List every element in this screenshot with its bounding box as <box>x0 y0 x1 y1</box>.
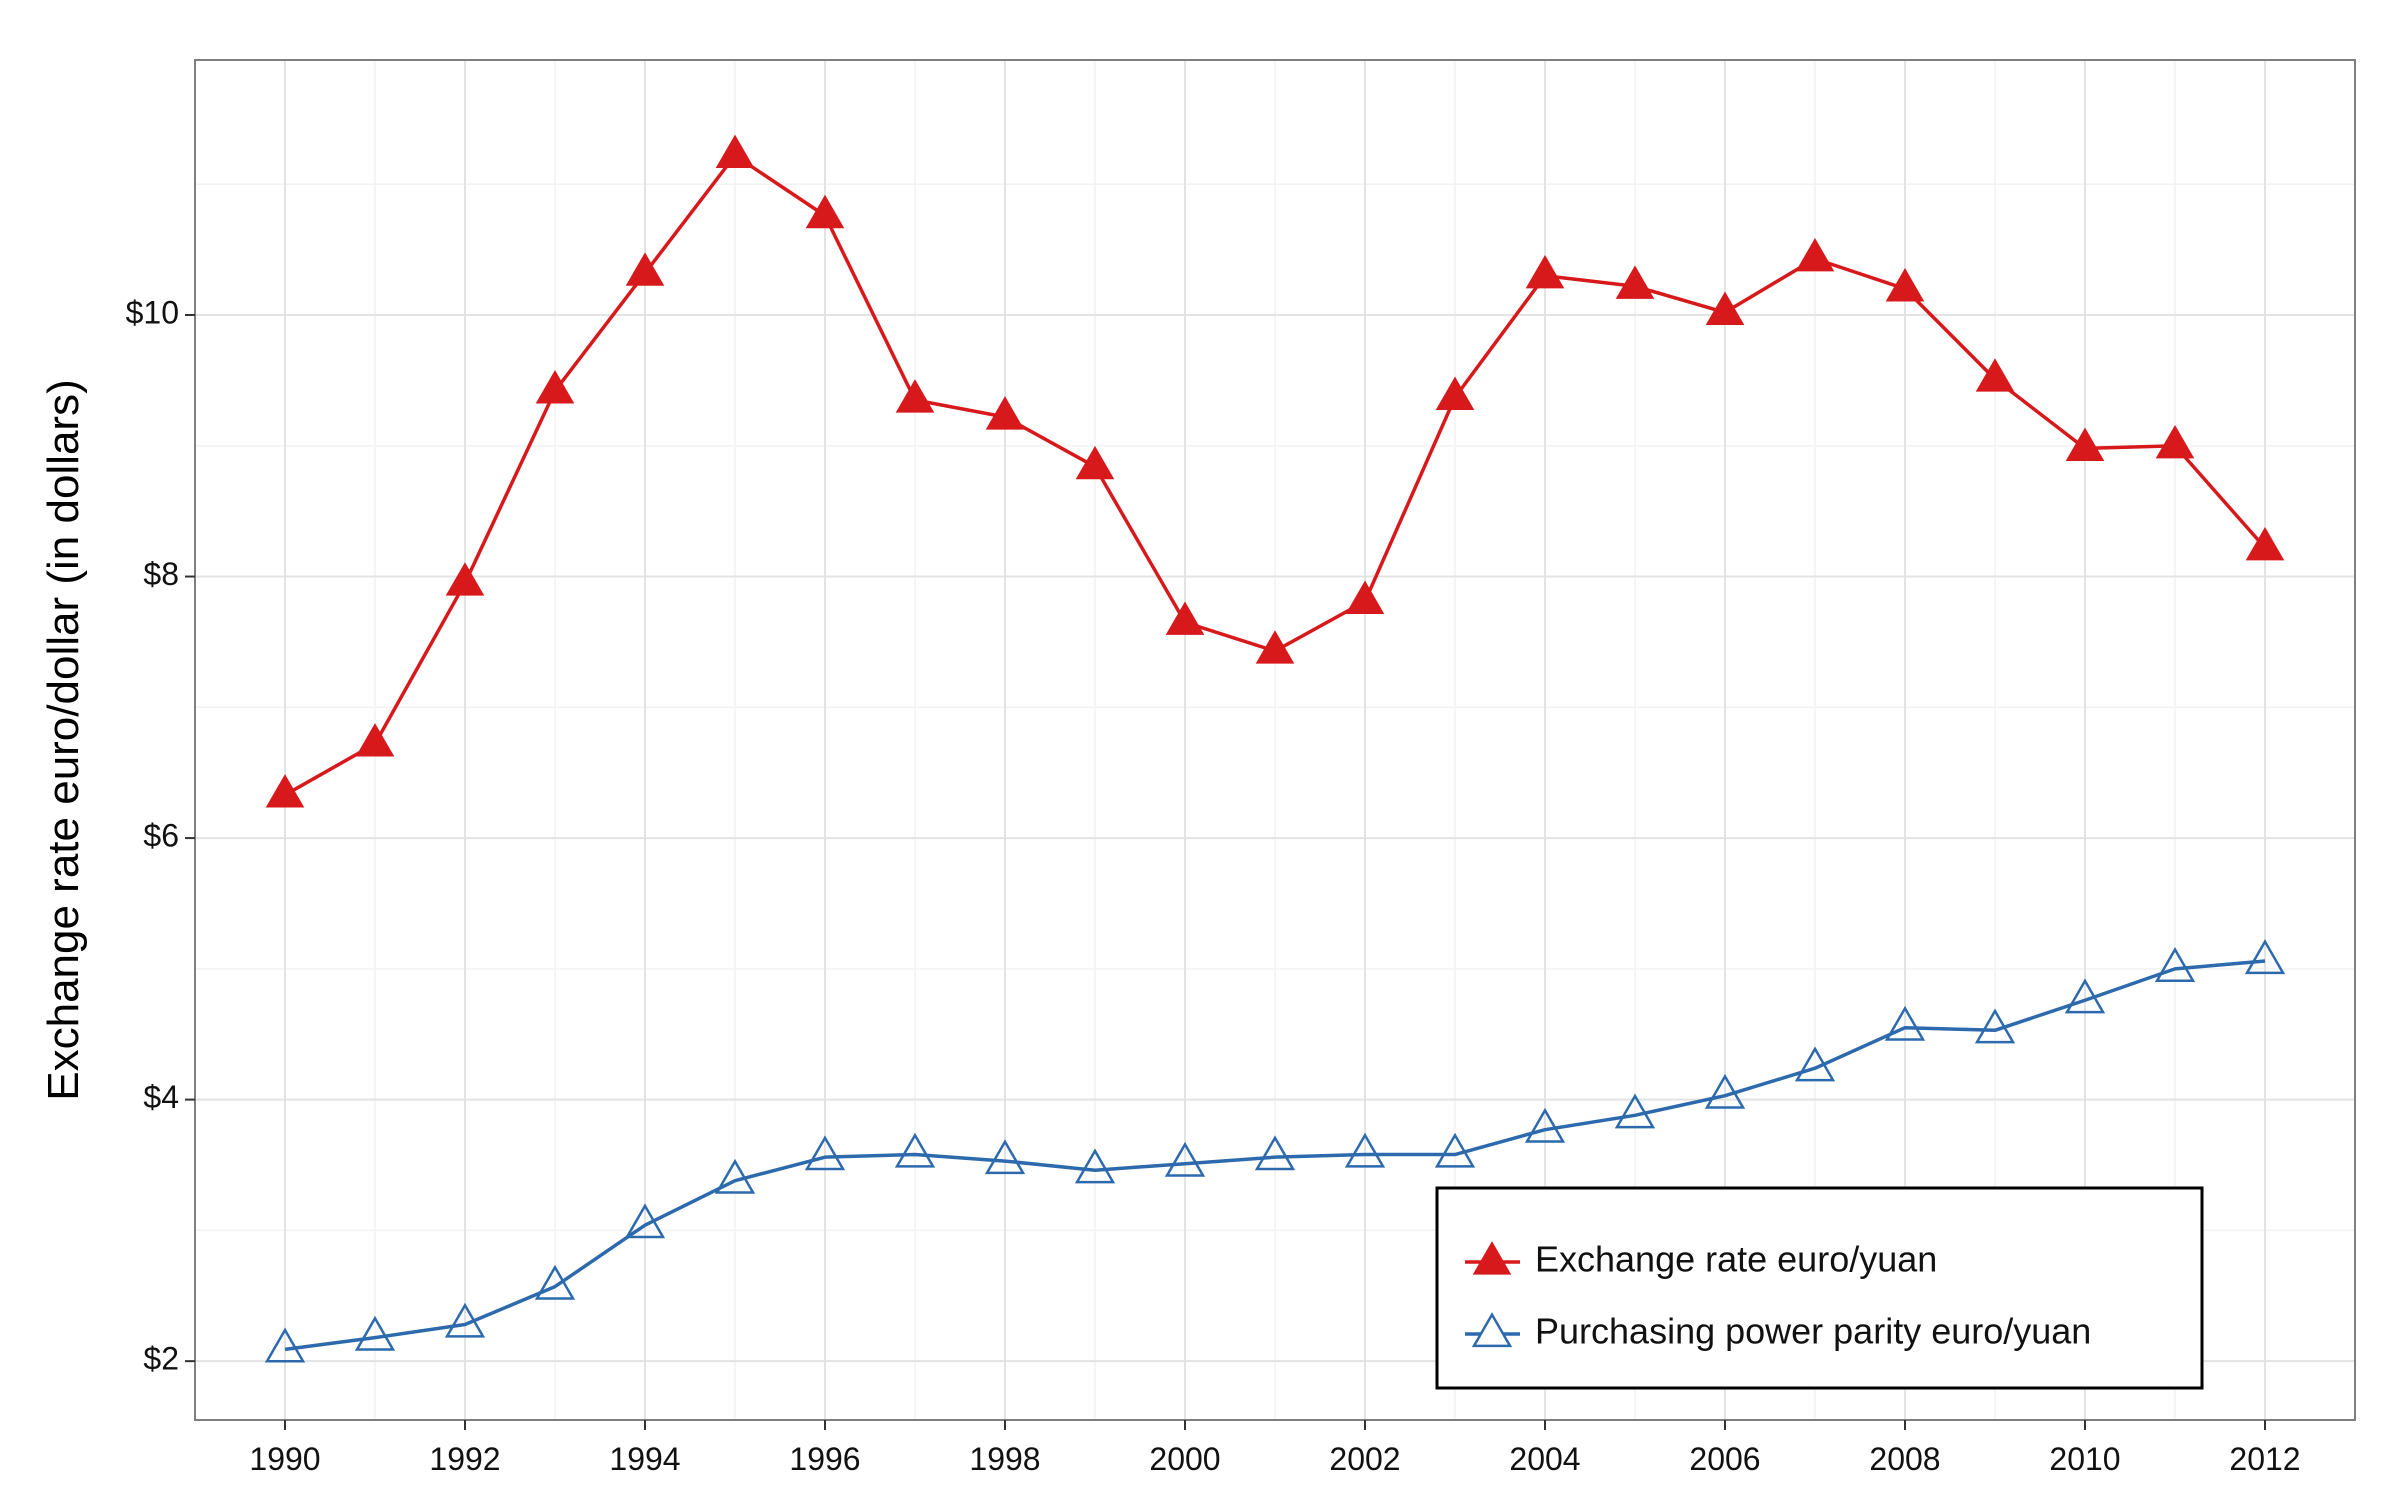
x-tick-label: 2004 <box>1509 1441 1580 1477</box>
data-point <box>1704 1073 1746 1109</box>
data-point <box>1614 1093 1656 1129</box>
data-point <box>1255 630 1295 664</box>
data-point <box>1885 268 1925 302</box>
data-point <box>264 1327 306 1363</box>
legend-label-exchange-rate: Exchange rate euro/yuan <box>1535 1239 1937 1280</box>
x-tick-label: 1998 <box>969 1441 1040 1477</box>
data-point <box>1884 1005 1926 1041</box>
data-point <box>1165 601 1205 635</box>
data-point <box>1525 254 1565 289</box>
data-point <box>1524 1107 1566 1143</box>
plot-border <box>194 59 2356 1421</box>
data-point <box>625 252 665 286</box>
grid <box>195 60 2355 1420</box>
data-point <box>354 1315 396 1351</box>
x-tick-label: 1990 <box>249 1441 320 1477</box>
data-point <box>894 1132 936 1168</box>
data-point <box>265 774 305 808</box>
data-point <box>444 1302 486 1338</box>
data-point <box>624 1203 666 1239</box>
data-point <box>1615 265 1655 299</box>
legend-label-ppp: Purchasing power parity euro/yuan <box>1535 1311 2091 1352</box>
legend: Exchange rate euro/yuan Purchasing power… <box>1435 1186 2204 1390</box>
data-point <box>2065 427 2105 461</box>
x-tick-label: 2008 <box>1869 1441 1940 1477</box>
series-layer <box>264 134 2286 1363</box>
x-tick-label: 2010 <box>2049 1441 2120 1477</box>
data-point <box>805 194 845 229</box>
data-point <box>1164 1141 1206 1177</box>
axes: $2 $4 $6 $8 $10 1990 1992 1994 1996 1998 2000 2002 2… <box>126 294 2301 1477</box>
data-point <box>1344 1132 1386 1168</box>
y-tick-label: $4 <box>143 1079 179 1115</box>
data-point <box>2245 526 2285 561</box>
data-point <box>534 1264 576 1300</box>
data-point <box>2155 424 2195 459</box>
data-point <box>1974 1008 2016 1044</box>
x-tick-label: 2002 <box>1329 1441 1400 1477</box>
data-point <box>355 723 395 757</box>
data-point <box>1705 291 1745 325</box>
data-point <box>1434 1132 1476 1168</box>
y-tick-label: $8 <box>143 556 179 592</box>
data-point <box>1435 376 1475 410</box>
data-point <box>1795 237 1835 272</box>
x-tick-label: 2012 <box>2229 1441 2300 1477</box>
y-tick-label: $2 <box>143 1341 179 1377</box>
legend-key-marker <box>1472 1241 1512 1275</box>
x-tick-label: 2000 <box>1149 1441 1220 1477</box>
data-point <box>804 1135 846 1171</box>
data-point <box>714 1158 756 1194</box>
series-line <box>284 959 2266 1352</box>
x-tick-label: 2006 <box>1689 1441 1760 1477</box>
x-tick-label: 1992 <box>429 1441 500 1477</box>
y-axis-title: Exchange rate euro/dollar (in dollars) <box>39 379 88 1101</box>
x-tick-label: 1996 <box>789 1441 860 1477</box>
series-1 <box>264 939 2286 1363</box>
y-tick-label: $10 <box>126 294 179 330</box>
data-point <box>984 1139 1026 1175</box>
data-point <box>1075 445 1115 480</box>
legend-key-marker <box>1471 1312 1513 1348</box>
data-point <box>445 562 485 596</box>
legend-box <box>1435 1186 2204 1390</box>
data-point <box>1254 1135 1296 1171</box>
x-tick-label: 1994 <box>609 1441 680 1477</box>
data-point <box>895 379 935 413</box>
data-point <box>2244 939 2286 975</box>
data-point <box>985 396 1025 430</box>
data-point <box>1794 1046 1836 1082</box>
data-point <box>1345 580 1385 614</box>
data-point <box>535 370 575 404</box>
data-point <box>1074 1148 1116 1184</box>
series-0 <box>265 134 2285 808</box>
data-point <box>715 134 755 169</box>
y-tick-label: $6 <box>143 818 179 854</box>
data-point <box>2064 978 2106 1014</box>
data-point <box>1975 358 2015 392</box>
legend-items <box>1465 1241 1520 1348</box>
data-point <box>2154 947 2196 982</box>
